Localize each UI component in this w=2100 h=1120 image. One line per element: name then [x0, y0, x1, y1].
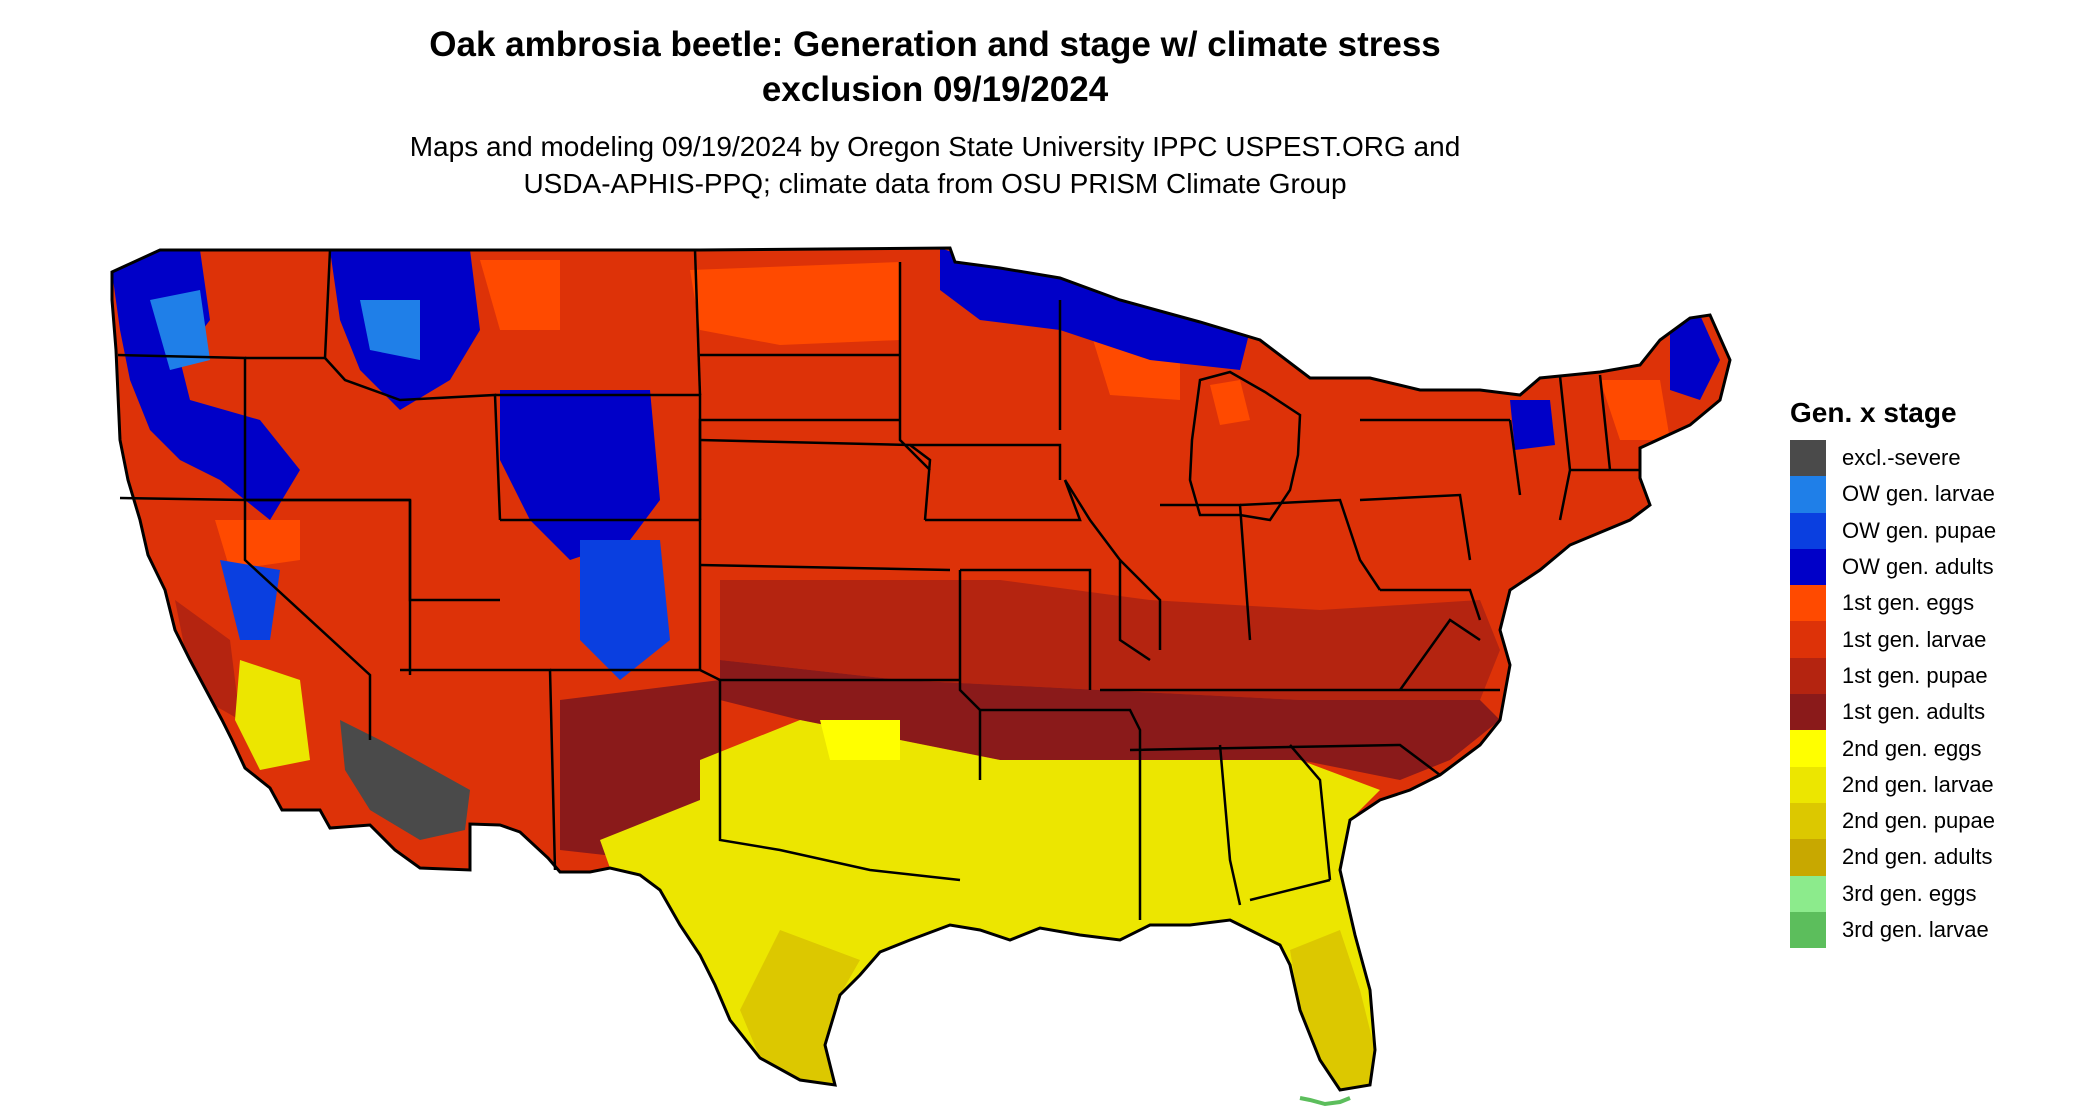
map-subtitle: Maps and modeling 09/19/2024 by Oregon S… — [0, 128, 1870, 202]
legend-swatch — [1790, 585, 1826, 622]
map-subtitle-line1: Maps and modeling 09/19/2024 by Oregon S… — [409, 131, 1461, 162]
legend-swatch — [1790, 548, 1826, 586]
map-title: Oak ambrosia beetle: Generation and stag… — [0, 22, 1870, 112]
legend-item: 2nd gen. eggs — [1790, 730, 1996, 767]
us-outline — [110, 246, 1732, 1092]
legend-label: 3rd gen. larvae — [1842, 917, 1989, 942]
legend-swatch — [1790, 512, 1826, 549]
legend-item: OW gen. pupae — [1790, 512, 1997, 549]
legend-label: OW gen. larvae — [1842, 481, 1995, 507]
legend-label: 2nd gen. adults — [1842, 844, 1993, 870]
legend-item: 1st gen. pupae — [1790, 657, 1996, 695]
legend-swatch — [1790, 911, 1826, 949]
legend-item: 1st gen. eggs — [1790, 585, 1996, 622]
legend-label: 1st gen. eggs — [1842, 590, 1975, 616]
legend-item: 1st gen. adults — [1790, 694, 1996, 731]
legend-label: 1st gen. pupae — [1842, 662, 1988, 688]
legend-item: 2nd gen. pupae — [1790, 802, 1996, 840]
map-regions — [112, 248, 1730, 1090]
legend-swatch — [1790, 440, 1826, 477]
legend-label: OW gen. pupae — [1842, 517, 1997, 543]
legend-swatch — [1790, 621, 1826, 658]
legend-label: 1st gen. larvae — [1842, 626, 1987, 652]
legend-swatch — [1790, 730, 1826, 767]
legend-item: excl.-severe — [1790, 440, 1996, 477]
florida-keys — [1299, 1096, 1351, 1107]
map-subtitle-line2: USDA-APHIS-PPQ; climate data from OSU PR… — [523, 168, 1347, 199]
legend-label: OW gen. adults — [1842, 554, 1994, 580]
legend-swatch — [1790, 766, 1826, 803]
legend-rows: excl.-severe OW gen. larvae OW gen. pupae O… — [1790, 440, 1997, 949]
legend-swatch — [1790, 875, 1826, 912]
map-title-line2: exclusion 09/19/2024 — [761, 70, 1109, 109]
legend-label: 3rd gen. eggs — [1842, 880, 1977, 906]
state-borders — [117, 249, 1640, 920]
legend-label: 1st gen. adults — [1842, 699, 1986, 725]
legend-item: OW gen. adults — [1790, 548, 1996, 586]
legend-item: 3rd gen. eggs — [1790, 875, 1996, 912]
legend-swatch — [1790, 476, 1826, 513]
legend-label: 2nd gen. larvae — [1842, 771, 1994, 797]
us-map — [110, 246, 1732, 1107]
map-legend: Gen. x stage excl.-severe OW gen. larvae O… — [1790, 396, 1997, 949]
legend-swatch — [1790, 839, 1826, 876]
legend-label: 2nd gen. pupae — [1842, 808, 1995, 834]
legend-swatch — [1790, 657, 1826, 695]
legend-item: 1st gen. larvae — [1790, 621, 1996, 658]
legend-label: excl.-severe — [1842, 445, 1961, 471]
legend-swatch — [1790, 694, 1826, 731]
legend-swatch — [1790, 802, 1826, 840]
legend-title: Gen. x stage — [1790, 397, 1957, 428]
legend-label: 2nd gen. eggs — [1842, 735, 1982, 761]
map-title-line1: Oak ambrosia beetle: Generation and stag… — [429, 25, 1441, 64]
legend-item: 2nd gen. adults — [1790, 839, 1996, 876]
legend-item: 3rd gen. larvae — [1790, 911, 1996, 949]
legend-item: 2nd gen. larvae — [1790, 766, 1996, 803]
legend-item: OW gen. larvae — [1790, 476, 1996, 513]
